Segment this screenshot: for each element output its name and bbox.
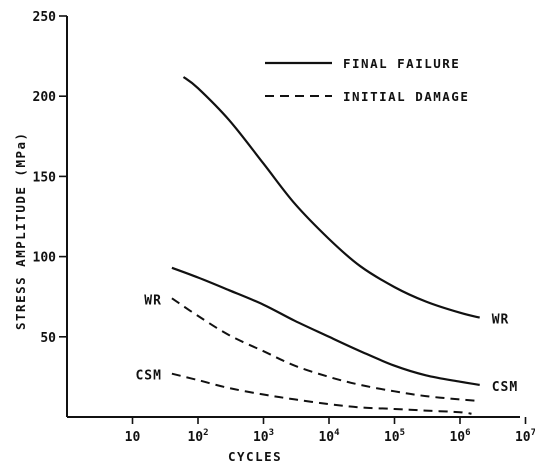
y-axis-title: STRESS AMPLITUDE (MPa) [13, 131, 28, 330]
x-tick-label: 107 [515, 428, 535, 445]
final-failure-wr-curve [182, 76, 480, 319]
y-tick-label: 150 [33, 170, 57, 185]
legend-label-initial-damage: INITIAL DAMAGE [343, 89, 469, 104]
x-tick-base: 10 [253, 430, 269, 445]
legend: FINAL FAILURE INITIAL DAMAGE [265, 56, 469, 104]
x-tick-label: 104 [318, 428, 340, 445]
y-tick-label: 250 [33, 10, 57, 25]
series [171, 76, 480, 415]
x-tick-label: 105 [384, 428, 405, 445]
x-axis-title: CYCLES [228, 449, 282, 464]
x-tick-exponent: 2 [203, 428, 208, 438]
axes [66, 16, 520, 418]
x-tick-exponent: 5 [400, 428, 405, 438]
y-tick-label: 50 [40, 331, 56, 346]
curve-labels: WR CSM WR CSM [135, 293, 518, 395]
x-tick-exponent: 3 [269, 428, 274, 438]
x-tick-exponent: 7 [531, 428, 535, 438]
x-tick-exponent: 6 [465, 428, 470, 438]
initial-damage-wr-label: WR [144, 293, 162, 308]
x-tick-base: 10 [125, 430, 141, 445]
x-tick-label: 102 [187, 428, 208, 445]
y-tick-label: 200 [33, 90, 57, 105]
x-tick-base: 10 [449, 430, 465, 445]
y-tick-label: 100 [33, 251, 57, 266]
x-tick-label: 106 [449, 428, 470, 445]
x-tick-base: 10 [384, 430, 400, 445]
final-failure-wr-label: WR [492, 313, 510, 328]
x-tick-label: 10 [125, 430, 141, 445]
x-tick-base: 10 [515, 430, 531, 445]
x-tick-base: 10 [318, 430, 334, 445]
final-failure-csm-label: CSM [492, 380, 518, 395]
x-tick-base: 10 [187, 430, 203, 445]
initial-damage-wr-curve [171, 297, 480, 402]
x-tick-exponent: 4 [334, 428, 340, 438]
final-failure-csm-curve [171, 266, 480, 386]
initial-damage-csm-curve [171, 372, 472, 415]
initial-damage-csm-label: CSM [135, 369, 161, 384]
legend-label-final-failure: FINAL FAILURE [343, 56, 460, 71]
x-tick-label: 103 [253, 428, 274, 445]
